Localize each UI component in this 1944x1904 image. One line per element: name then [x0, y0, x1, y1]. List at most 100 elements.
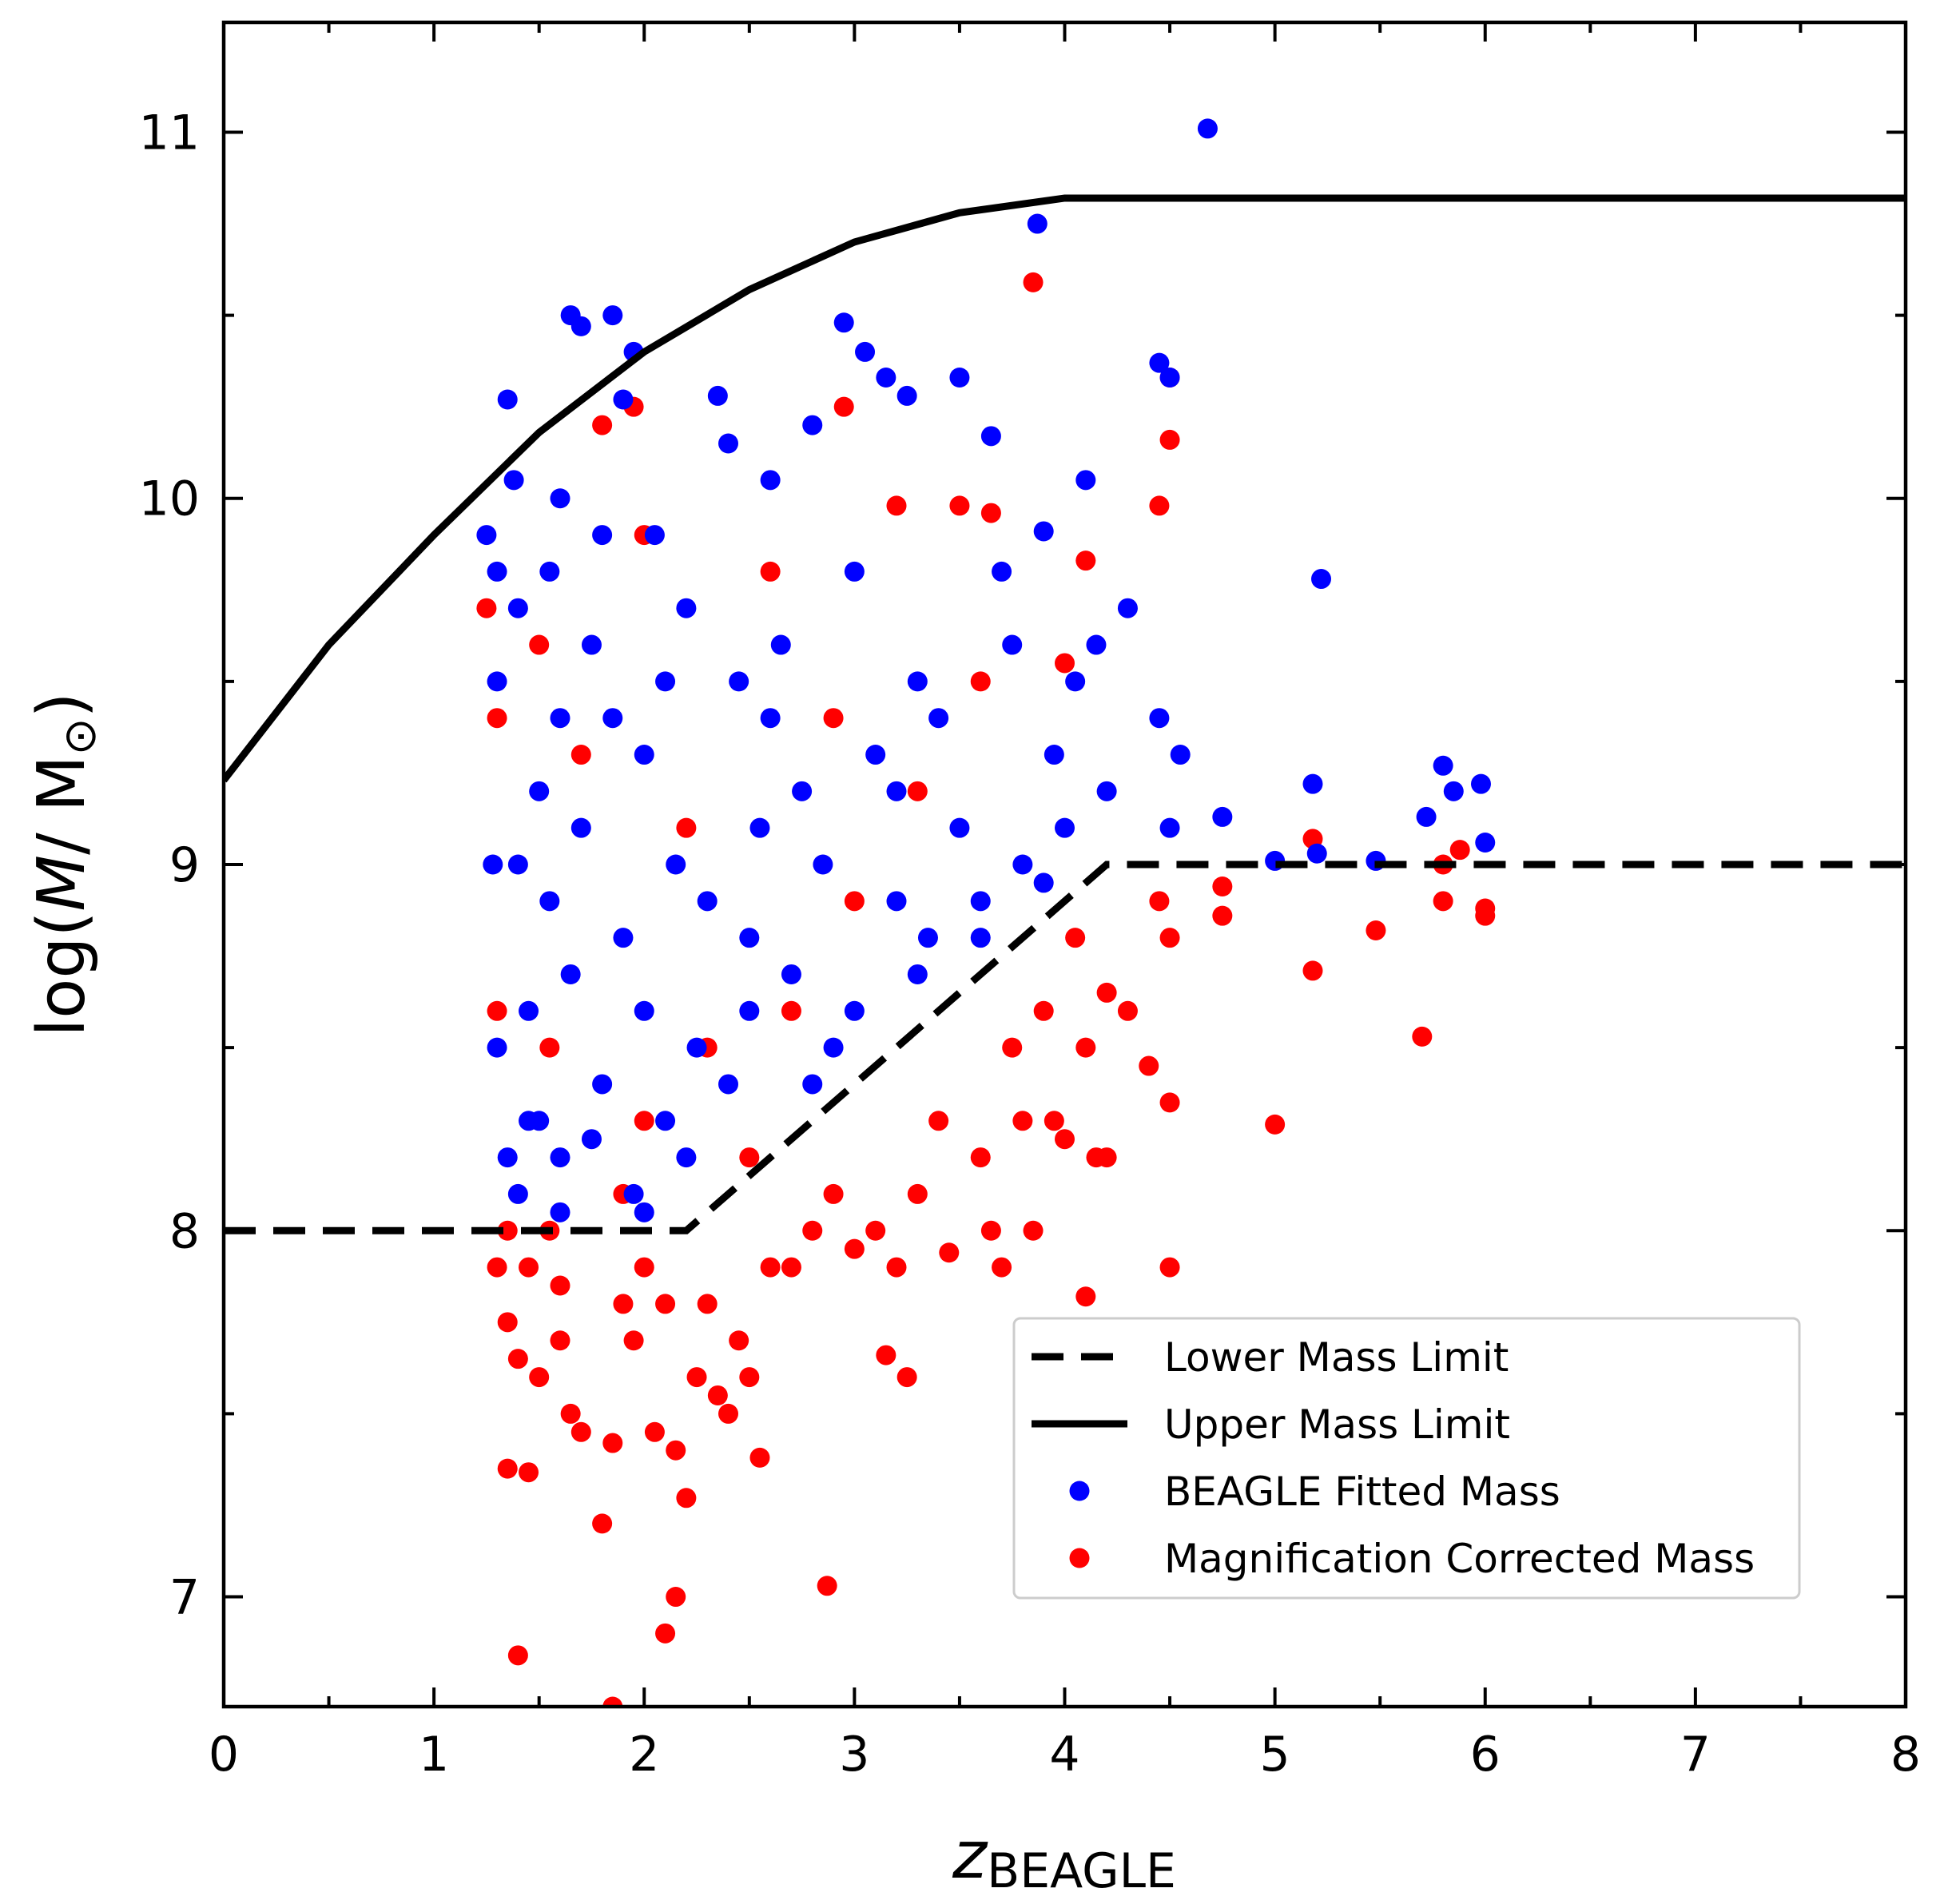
scatter-point: [1366, 920, 1386, 940]
scatter-point: [602, 708, 623, 729]
legend-label: Magnification Corrected Mass: [1164, 1536, 1755, 1582]
x-tick-label: 6: [1470, 1727, 1501, 1783]
scatter-point: [570, 1421, 591, 1442]
y-label-sub: ⊙: [54, 717, 106, 755]
scatter-point: [676, 598, 697, 618]
y-label-prefix: log(: [24, 912, 100, 1037]
y-tick-label: 8: [169, 1203, 200, 1259]
scatter-point: [550, 488, 570, 509]
scatter-point: [623, 1183, 644, 1204]
scatter-point: [1433, 755, 1453, 776]
scatter-point: [1033, 521, 1054, 542]
x-tick-label: 2: [629, 1727, 659, 1783]
scatter-point: [550, 1202, 570, 1222]
scatter-point: [1139, 1055, 1159, 1076]
scatter-point: [507, 1645, 528, 1666]
scatter-point: [876, 1345, 896, 1365]
scatter-point: [529, 634, 550, 655]
scatter-point: [917, 928, 938, 948]
scatter-point: [483, 854, 503, 875]
scatter-point: [980, 1220, 1001, 1241]
scatter-point: [844, 1000, 865, 1021]
scatter-point: [550, 1147, 570, 1168]
scatter-point: [644, 525, 665, 546]
scatter-point: [907, 1183, 928, 1204]
scatter-point: [781, 964, 801, 984]
x-label-sub: BEAGLE: [987, 1843, 1176, 1899]
scatter-point: [844, 1238, 865, 1259]
scatter-point: [1149, 352, 1170, 373]
scatter-point: [1012, 1111, 1033, 1131]
scatter-point: [487, 1000, 507, 1021]
scatter-point: [592, 415, 613, 435]
scatter-point: [1055, 1129, 1075, 1150]
scatter-point: [1012, 854, 1033, 875]
scatter-point: [949, 368, 970, 388]
scatter-point: [1033, 1000, 1054, 1021]
scatter-point: [1212, 806, 1233, 827]
scatter-point: [1096, 781, 1117, 801]
scatter-point: [623, 1330, 644, 1351]
scatter-series: [476, 272, 1496, 1707]
scatter-point: [896, 385, 917, 406]
scatter-point: [739, 1147, 760, 1168]
scatter-point: [539, 561, 560, 582]
x-tick-label: 1: [419, 1727, 449, 1783]
scatter-point: [1159, 368, 1180, 388]
scatter-point: [1470, 773, 1491, 794]
scatter-point: [476, 525, 497, 546]
scatter-point: [1096, 982, 1117, 1003]
scatter-point: [634, 1000, 654, 1021]
y-label-rest: / M: [24, 755, 100, 854]
scatter-point: [844, 891, 865, 912]
y-label-suffix: ): [24, 692, 100, 717]
scatter-point: [1044, 745, 1064, 765]
scatter-point: [1302, 773, 1323, 794]
scatter-point: [949, 495, 970, 516]
scatter-point: [907, 671, 928, 692]
x-tick-label: 8: [1890, 1727, 1921, 1783]
scatter-point: [655, 671, 676, 692]
scatter-point: [655, 1111, 676, 1131]
scatter-point: [802, 1220, 823, 1241]
scatter-point: [487, 561, 507, 582]
y-tick-label: 11: [139, 105, 200, 161]
scatter-point: [760, 1257, 781, 1278]
scatter-point: [1159, 1257, 1180, 1278]
scatter-point: [823, 708, 844, 729]
scatter-point: [602, 1696, 623, 1707]
scatter-point: [655, 1294, 676, 1314]
scatter-point: [634, 1111, 654, 1131]
scatter-point: [833, 396, 854, 417]
y-tick-label: 9: [169, 837, 200, 893]
scatter-point: [1002, 1037, 1023, 1058]
scatter-point: [1075, 1286, 1096, 1307]
scatter-point: [823, 1183, 844, 1204]
scatter-point: [718, 1074, 738, 1095]
x-tick-label: 3: [839, 1727, 869, 1783]
scatter-point: [602, 305, 623, 326]
scatter-point: [602, 1433, 623, 1453]
scatter-point: [823, 1037, 844, 1058]
scatter-point: [487, 1037, 507, 1058]
scatter-point: [980, 503, 1001, 523]
scatter-point: [697, 891, 718, 912]
scatter-point: [529, 781, 550, 801]
scatter-point: [1117, 1000, 1138, 1021]
scatter-point: [1212, 905, 1233, 926]
scatter-point: [634, 745, 654, 765]
legend-label: Lower Mass Limit: [1164, 1334, 1509, 1381]
scatter-point: [749, 1447, 770, 1468]
scatter-point: [550, 708, 570, 729]
scatter-point: [581, 634, 602, 655]
scatter-point: [1075, 1037, 1096, 1058]
scatter-point: [1149, 495, 1170, 516]
scatter-point: [1449, 840, 1470, 861]
scatter-point: [760, 708, 781, 729]
scatter-point: [970, 1147, 991, 1168]
scatter-point: [592, 1513, 613, 1534]
x-tick-label: 0: [209, 1727, 239, 1783]
x-tick-label: 4: [1049, 1727, 1079, 1783]
scatter-point: [686, 1037, 707, 1058]
scatter-point: [729, 1330, 749, 1351]
